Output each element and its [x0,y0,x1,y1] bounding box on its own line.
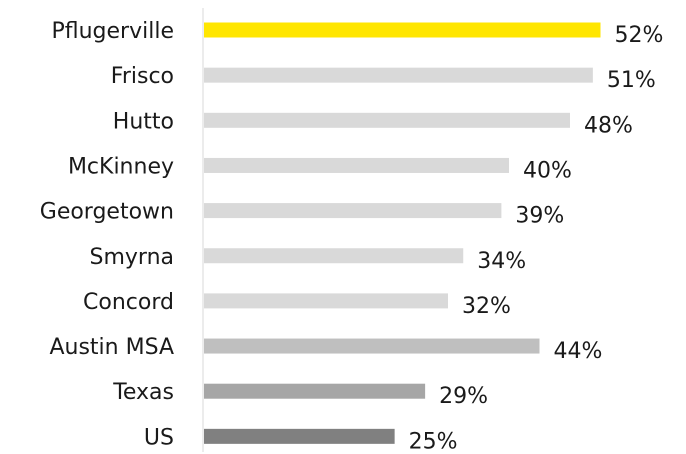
value-label: 44% [554,339,603,364]
value-label: 29% [439,384,488,409]
category-label: Concord [83,290,174,315]
category-label: Frisco [111,64,174,89]
value-label: 39% [515,204,564,229]
category-label: Pflugerville [51,19,174,44]
category-label: McKinney [68,154,174,179]
bar-mckinney [204,157,509,173]
value-labels-group: 52% 51% 48% 40% 39% 34% 32% 44% 29% 25% [409,23,664,454]
category-labels-group: Pflugerville Frisco Hutto McKinney Georgetow… [40,19,174,450]
bar-hutto [204,112,570,128]
value-label: 52% [615,23,664,48]
bar-pflugerville [204,22,601,38]
category-label: Smyrna [90,245,175,270]
category-label: Hutto [113,109,174,134]
bar-texas [204,383,426,399]
value-label: 34% [477,249,526,274]
bar-smyrna [204,248,464,264]
bar-austin-msa [204,338,540,354]
value-label: 25% [409,429,458,454]
value-label: 51% [607,68,656,93]
bar-us [204,428,395,444]
bar-frisco [204,67,593,83]
category-label: Georgetown [40,200,174,225]
bar-georgetown [204,203,502,219]
bars-group [204,22,601,444]
category-label: Austin MSA [49,335,174,360]
category-label: US [144,425,174,450]
category-label: Texas [112,380,174,405]
value-label: 32% [462,294,511,319]
value-label: 48% [584,113,633,138]
bar-concord [204,293,448,309]
value-label: 40% [523,158,572,183]
